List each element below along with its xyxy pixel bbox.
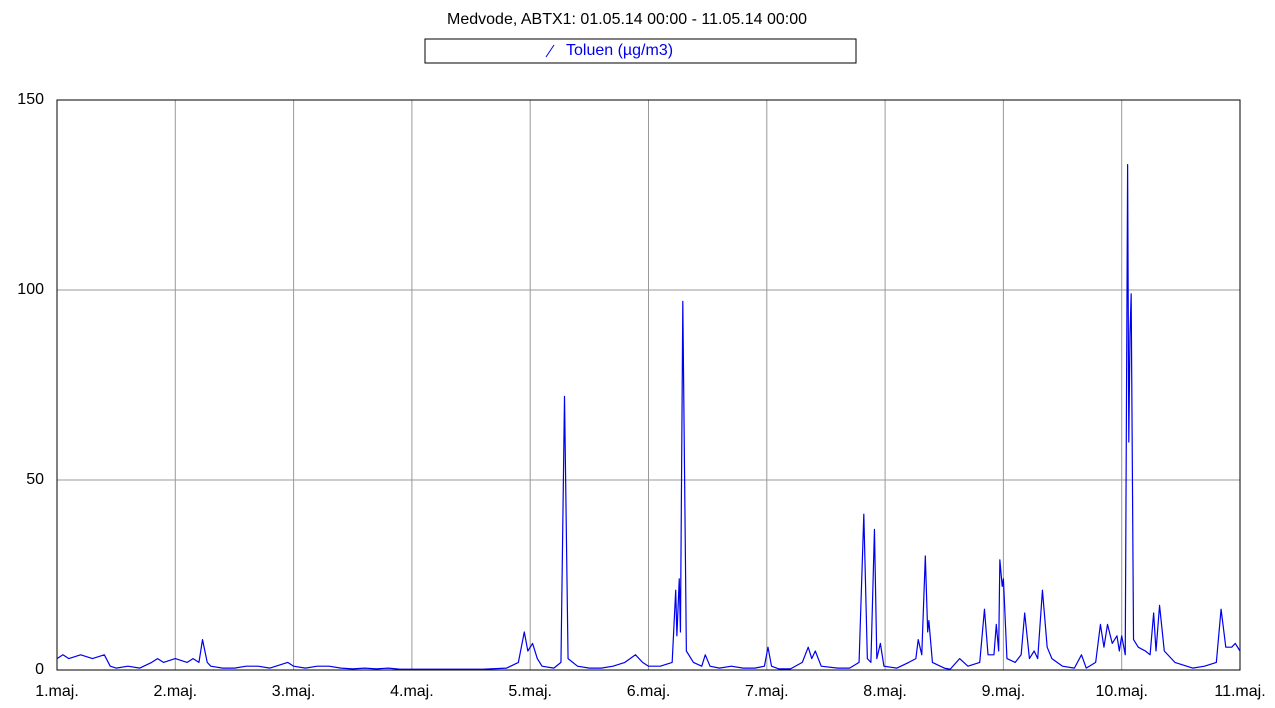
- y-tick-label: 100: [17, 281, 44, 298]
- x-tick-label: 9.maj.: [982, 683, 1026, 700]
- x-tick-label: 11.maj.: [1214, 683, 1265, 700]
- legend-label: Toluen (µg/m3): [566, 42, 673, 59]
- x-tick-label: 5.maj.: [508, 683, 552, 700]
- x-tick-label: 10.maj.: [1095, 683, 1147, 700]
- x-tick-label: 8.maj.: [863, 683, 907, 700]
- chart-title: Medvode, ABTX1: 01.05.14 00:00 - 11.05.1…: [447, 11, 807, 28]
- x-tick-label: 2.maj.: [154, 683, 198, 700]
- x-tick-label: 3.maj.: [272, 683, 316, 700]
- x-tick-label: 7.maj.: [745, 683, 789, 700]
- legend-box: [424, 38, 857, 64]
- y-tick-label: 150: [17, 91, 44, 108]
- legend-swatch: [545, 44, 555, 58]
- plot-frame: [56, 99, 1241, 671]
- x-tick-label: 1.maj.: [35, 683, 79, 700]
- y-tick-label: 50: [26, 471, 44, 488]
- y-tick-label: 0: [35, 661, 44, 678]
- data-line: [56, 164, 1241, 670]
- x-tick-label: 4.maj.: [390, 683, 434, 700]
- x-tick-label: 6.maj.: [627, 683, 671, 700]
